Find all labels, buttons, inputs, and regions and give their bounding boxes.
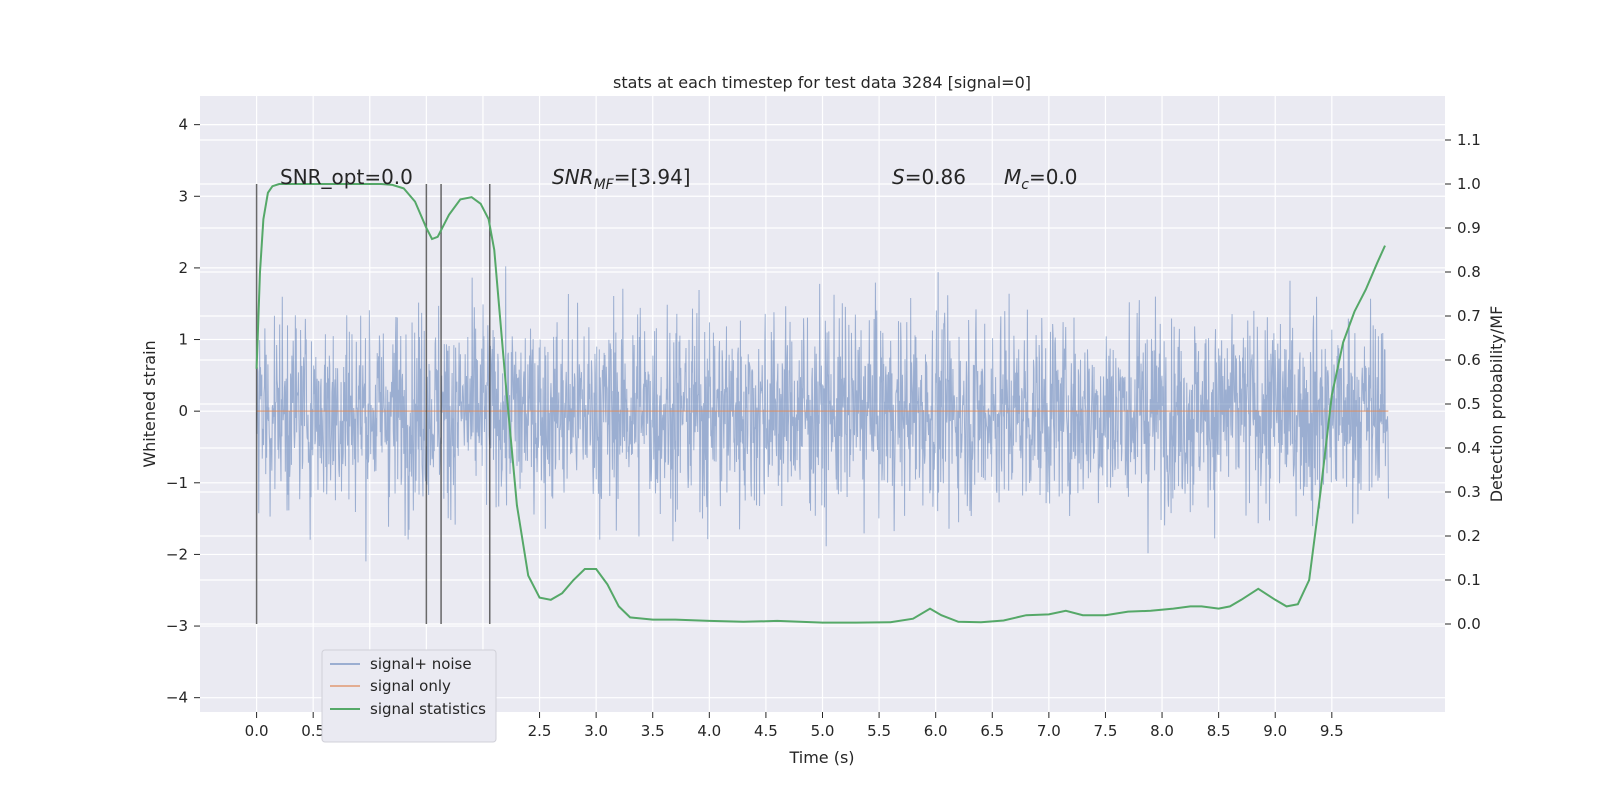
y-axis-label: Whitened strain <box>140 340 159 467</box>
x-tick-label: 7.5 <box>1094 722 1118 740</box>
x-tick-label: 4.0 <box>697 722 721 740</box>
y-right-tick-label: 0.5 <box>1457 395 1481 413</box>
annotation-s-main: S <box>892 165 905 189</box>
y-right-tick-label: 0.6 <box>1457 351 1481 369</box>
x-axis-label: Time (s) <box>788 748 854 767</box>
y-tick-label: 1 <box>178 331 188 349</box>
series-signal-noise-line <box>256 266 1389 562</box>
annotation-snr-mf-sub: MF <box>594 177 615 193</box>
legend-label-stats: signal statistics <box>370 700 486 718</box>
y-right-tick-label: 0.4 <box>1457 439 1481 457</box>
y-tick-label: 2 <box>178 259 188 277</box>
y-right-tick-label: 0.3 <box>1457 483 1481 501</box>
x-tick-label: 5.5 <box>867 722 891 740</box>
y-tick-label: 4 <box>178 116 188 134</box>
series-signal-statistics-line <box>255 183 1386 624</box>
annotation-snr-mf-main: SNR <box>552 165 594 189</box>
legend-label-noise: signal+ noise <box>370 655 472 673</box>
y-tick-label: 0 <box>178 402 188 420</box>
x-tick-label: 0.0 <box>245 722 269 740</box>
y-tick-label: −1 <box>166 474 188 492</box>
annotation-snr-mf-value: =[3.94] <box>614 165 691 189</box>
stats-layer <box>255 183 1386 624</box>
annotation-mc-sub: c <box>1021 177 1029 193</box>
y-right-tick-label: 1.0 <box>1457 175 1481 193</box>
legend-box <box>321 649 497 743</box>
annotation-snr-mf: SNRMF=[3.94] <box>552 165 691 193</box>
x-tick-label: 6.0 <box>924 722 948 740</box>
y-right-tick-label: 0.7 <box>1457 307 1481 325</box>
annotation-mc-value: =0.0 <box>1029 165 1078 189</box>
y-right-tick-label: 0.2 <box>1457 527 1481 545</box>
annotation-snr-opt: SNR_opt=0.0 <box>280 165 413 189</box>
annotation-s: S=0.86 <box>892 165 966 189</box>
x-tick-label: 7.0 <box>1037 722 1061 740</box>
x-tick-label: 0.5 <box>301 722 325 740</box>
y-right-tick-label: 0.0 <box>1457 615 1481 633</box>
y-right-tick-label: 0.9 <box>1457 219 1481 237</box>
annotation-mc-main: M <box>1004 165 1021 189</box>
x-tick-label: 5.0 <box>811 722 835 740</box>
chart-title: stats at each timestep for test data 328… <box>613 73 1031 92</box>
y-tick-label: −4 <box>166 689 188 707</box>
annotation-s-value: =0.86 <box>905 165 966 189</box>
y-right-tick-label: 0.8 <box>1457 263 1481 281</box>
marker-layer <box>255 184 491 624</box>
annotation-mc: Mc=0.0 <box>1004 165 1078 193</box>
x-tick-label: 8.5 <box>1207 722 1231 740</box>
y-tick-label: 3 <box>178 187 188 205</box>
x-tick-label: 3.5 <box>641 722 665 740</box>
x-tick-label: 8.0 <box>1150 722 1174 740</box>
x-tick-label: 4.5 <box>754 722 778 740</box>
x-tick-label: 6.5 <box>980 722 1004 740</box>
legend-label-signal: signal only <box>370 677 451 695</box>
x-tick-label: 2.5 <box>528 722 552 740</box>
x-tick-label: 9.5 <box>1320 722 1344 740</box>
y-tick-label: −3 <box>166 617 188 635</box>
x-tick-label: 3.0 <box>584 722 608 740</box>
y-tick-label: −2 <box>166 545 188 563</box>
x-tick-label: 9.0 <box>1263 722 1287 740</box>
y-right-tick-label: 1.1 <box>1457 131 1481 149</box>
legend: signal+ noise signal only signal statist… <box>321 649 497 743</box>
y-right-tick-label: 0.1 <box>1457 571 1481 589</box>
y-right-axis-label: Detection probability/MF <box>1487 306 1506 503</box>
noise-layer <box>256 266 1389 562</box>
